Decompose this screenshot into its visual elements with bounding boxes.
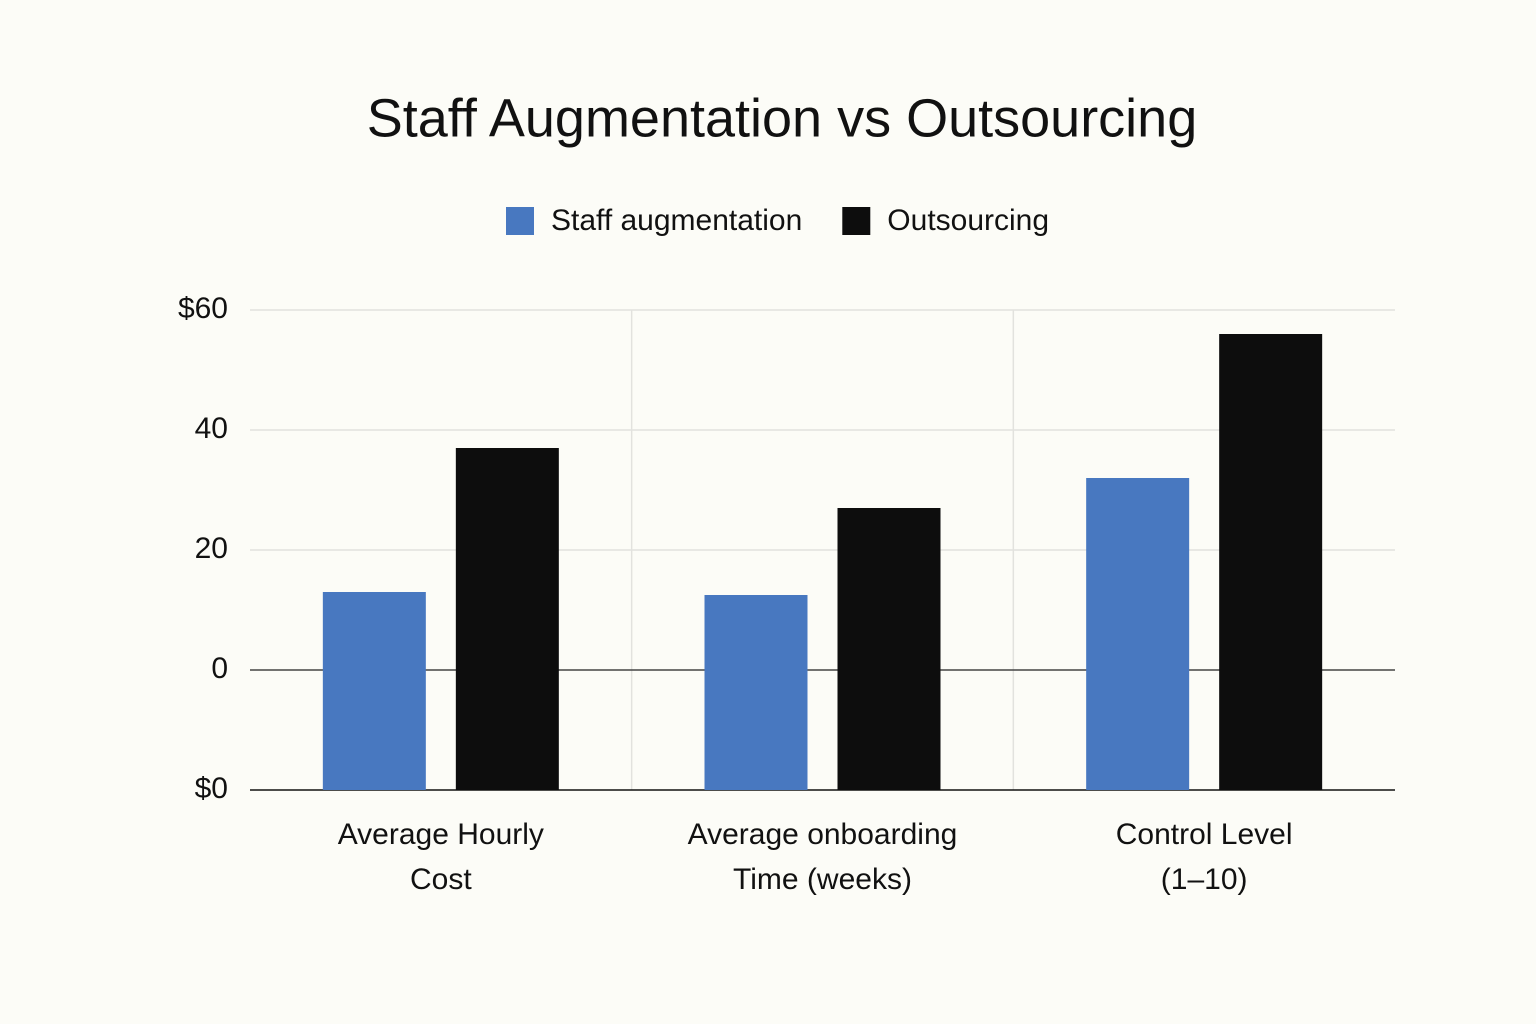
bar bbox=[1219, 334, 1323, 790]
legend-swatch bbox=[842, 207, 871, 235]
bar bbox=[455, 448, 559, 790]
legend-swatch bbox=[506, 207, 534, 235]
x-tick-label: Control Level (1–10) bbox=[1115, 818, 1293, 896]
legend-label: Outsourcing bbox=[887, 204, 1049, 237]
y-tick-label: $0 bbox=[195, 772, 228, 805]
bar bbox=[1086, 478, 1190, 790]
chart-title: Staff Augmentation vs Outsourcing bbox=[367, 88, 1198, 148]
bar bbox=[837, 508, 941, 790]
y-tick-label: 40 bbox=[195, 412, 228, 445]
bar bbox=[704, 595, 808, 790]
x-tick-label: Average Hourly Cost bbox=[337, 818, 544, 896]
y-tick-label: $60 bbox=[178, 292, 228, 325]
y-tick-label: 20 bbox=[195, 532, 228, 565]
y-tick-label: 0 bbox=[211, 652, 228, 685]
legend-label: Staff augmentation bbox=[551, 204, 802, 237]
bar bbox=[322, 592, 426, 790]
x-tick-label: Average onboarding Time (weeks) bbox=[687, 818, 958, 896]
